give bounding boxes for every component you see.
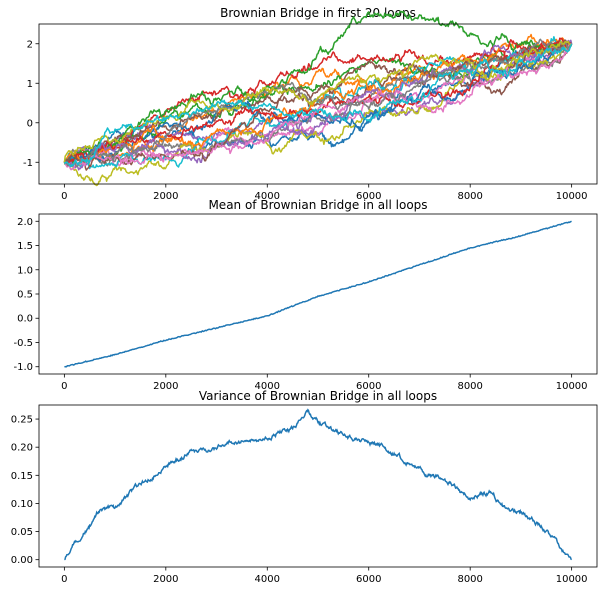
series-line-6 <box>64 41 573 164</box>
y-tick-label: -0.5 <box>13 338 33 349</box>
x-tick-label: 6000 <box>356 381 381 392</box>
y-tick-label: 0.5 <box>17 290 33 301</box>
series-line-13 <box>64 10 573 164</box>
x-tick-label: 4000 <box>255 574 280 585</box>
y-tick-label: 2 <box>27 39 33 50</box>
chart-panel-3: Variance of Brownian Bridge in all loops… <box>11 389 598 585</box>
chart-2-series-group <box>64 220 572 368</box>
x-tick-label: 4000 <box>255 191 280 202</box>
mean-line <box>64 220 572 368</box>
x-tick-label: 0 <box>61 381 67 392</box>
chart-2-ticks: 0 2000 4000 6000 8000 10000 -1.0 -0.5 0.0 0.5 1.0 1… <box>13 217 587 392</box>
chart-1-ticks: 0 2000 4000 6000 8000 10000 -1 0 1 2 <box>23 39 588 202</box>
series-line-17 <box>64 43 572 171</box>
series-line-15 <box>63 39 573 171</box>
chart-2-frame <box>38 213 598 375</box>
x-tick-label: 10000 <box>556 381 588 392</box>
variance-line <box>64 408 573 561</box>
chart-1-title: Brownian Bridge in first 20 loops <box>220 6 416 20</box>
x-tick-label: 8000 <box>457 381 482 392</box>
x-tick-label: 10000 <box>556 191 588 202</box>
y-tick-label: -1.0 <box>13 362 33 373</box>
chart-2-title: Mean of Brownian Bridge in all loops <box>208 198 427 212</box>
x-tick-label: 2000 <box>153 574 178 585</box>
series-line-20 <box>63 43 573 168</box>
chart-3-ticks: 0 2000 4000 6000 8000 10000 0.00 0.05 0.10 0.15 0.… <box>11 415 588 585</box>
chart-3-series-group <box>64 408 573 561</box>
series-line-11 <box>63 42 573 164</box>
series-line-7 <box>63 43 573 168</box>
y-tick-label: 0.10 <box>11 499 33 510</box>
chart-3-title: Variance of Brownian Bridge in all loops <box>199 389 437 403</box>
chart-3-frame <box>38 404 598 568</box>
y-tick-label: 0.00 <box>11 555 33 566</box>
chart-1-frame <box>38 23 598 185</box>
y-tick-label: 0.0 <box>17 314 33 325</box>
x-tick-label: 0 <box>61 191 67 202</box>
y-tick-label: -1 <box>23 158 33 169</box>
chart-panel-2: Mean of Brownian Bridge in all loops 0 20… <box>13 198 598 392</box>
chart-1-series-group <box>63 10 573 187</box>
y-tick-label: 1.5 <box>17 241 33 252</box>
x-tick-label: 6000 <box>356 191 381 202</box>
y-tick-label: 0.25 <box>11 415 33 426</box>
x-tick-label: 10000 <box>556 574 588 585</box>
y-tick-label: 1 <box>27 79 33 90</box>
y-tick-label: 0.05 <box>11 527 33 538</box>
x-tick-label: 6000 <box>356 574 381 585</box>
series-line-18 <box>63 38 573 168</box>
x-tick-label: 2000 <box>153 381 178 392</box>
y-tick-label: 0.20 <box>11 443 33 454</box>
y-tick-label: 0 <box>27 118 33 129</box>
series-line-19 <box>63 40 573 163</box>
x-tick-label: 8000 <box>457 191 482 202</box>
y-tick-label: 1.0 <box>17 265 33 276</box>
y-tick-label: 0.15 <box>11 471 33 482</box>
x-tick-label: 4000 <box>255 381 280 392</box>
y-tick-label: 2.0 <box>17 217 33 228</box>
chart-panel-1: Brownian Bridge in first 20 loops 0 2000 4… <box>23 6 598 202</box>
x-tick-label: 8000 <box>457 574 482 585</box>
x-tick-label: 0 <box>61 574 67 585</box>
x-tick-label: 2000 <box>153 191 178 202</box>
